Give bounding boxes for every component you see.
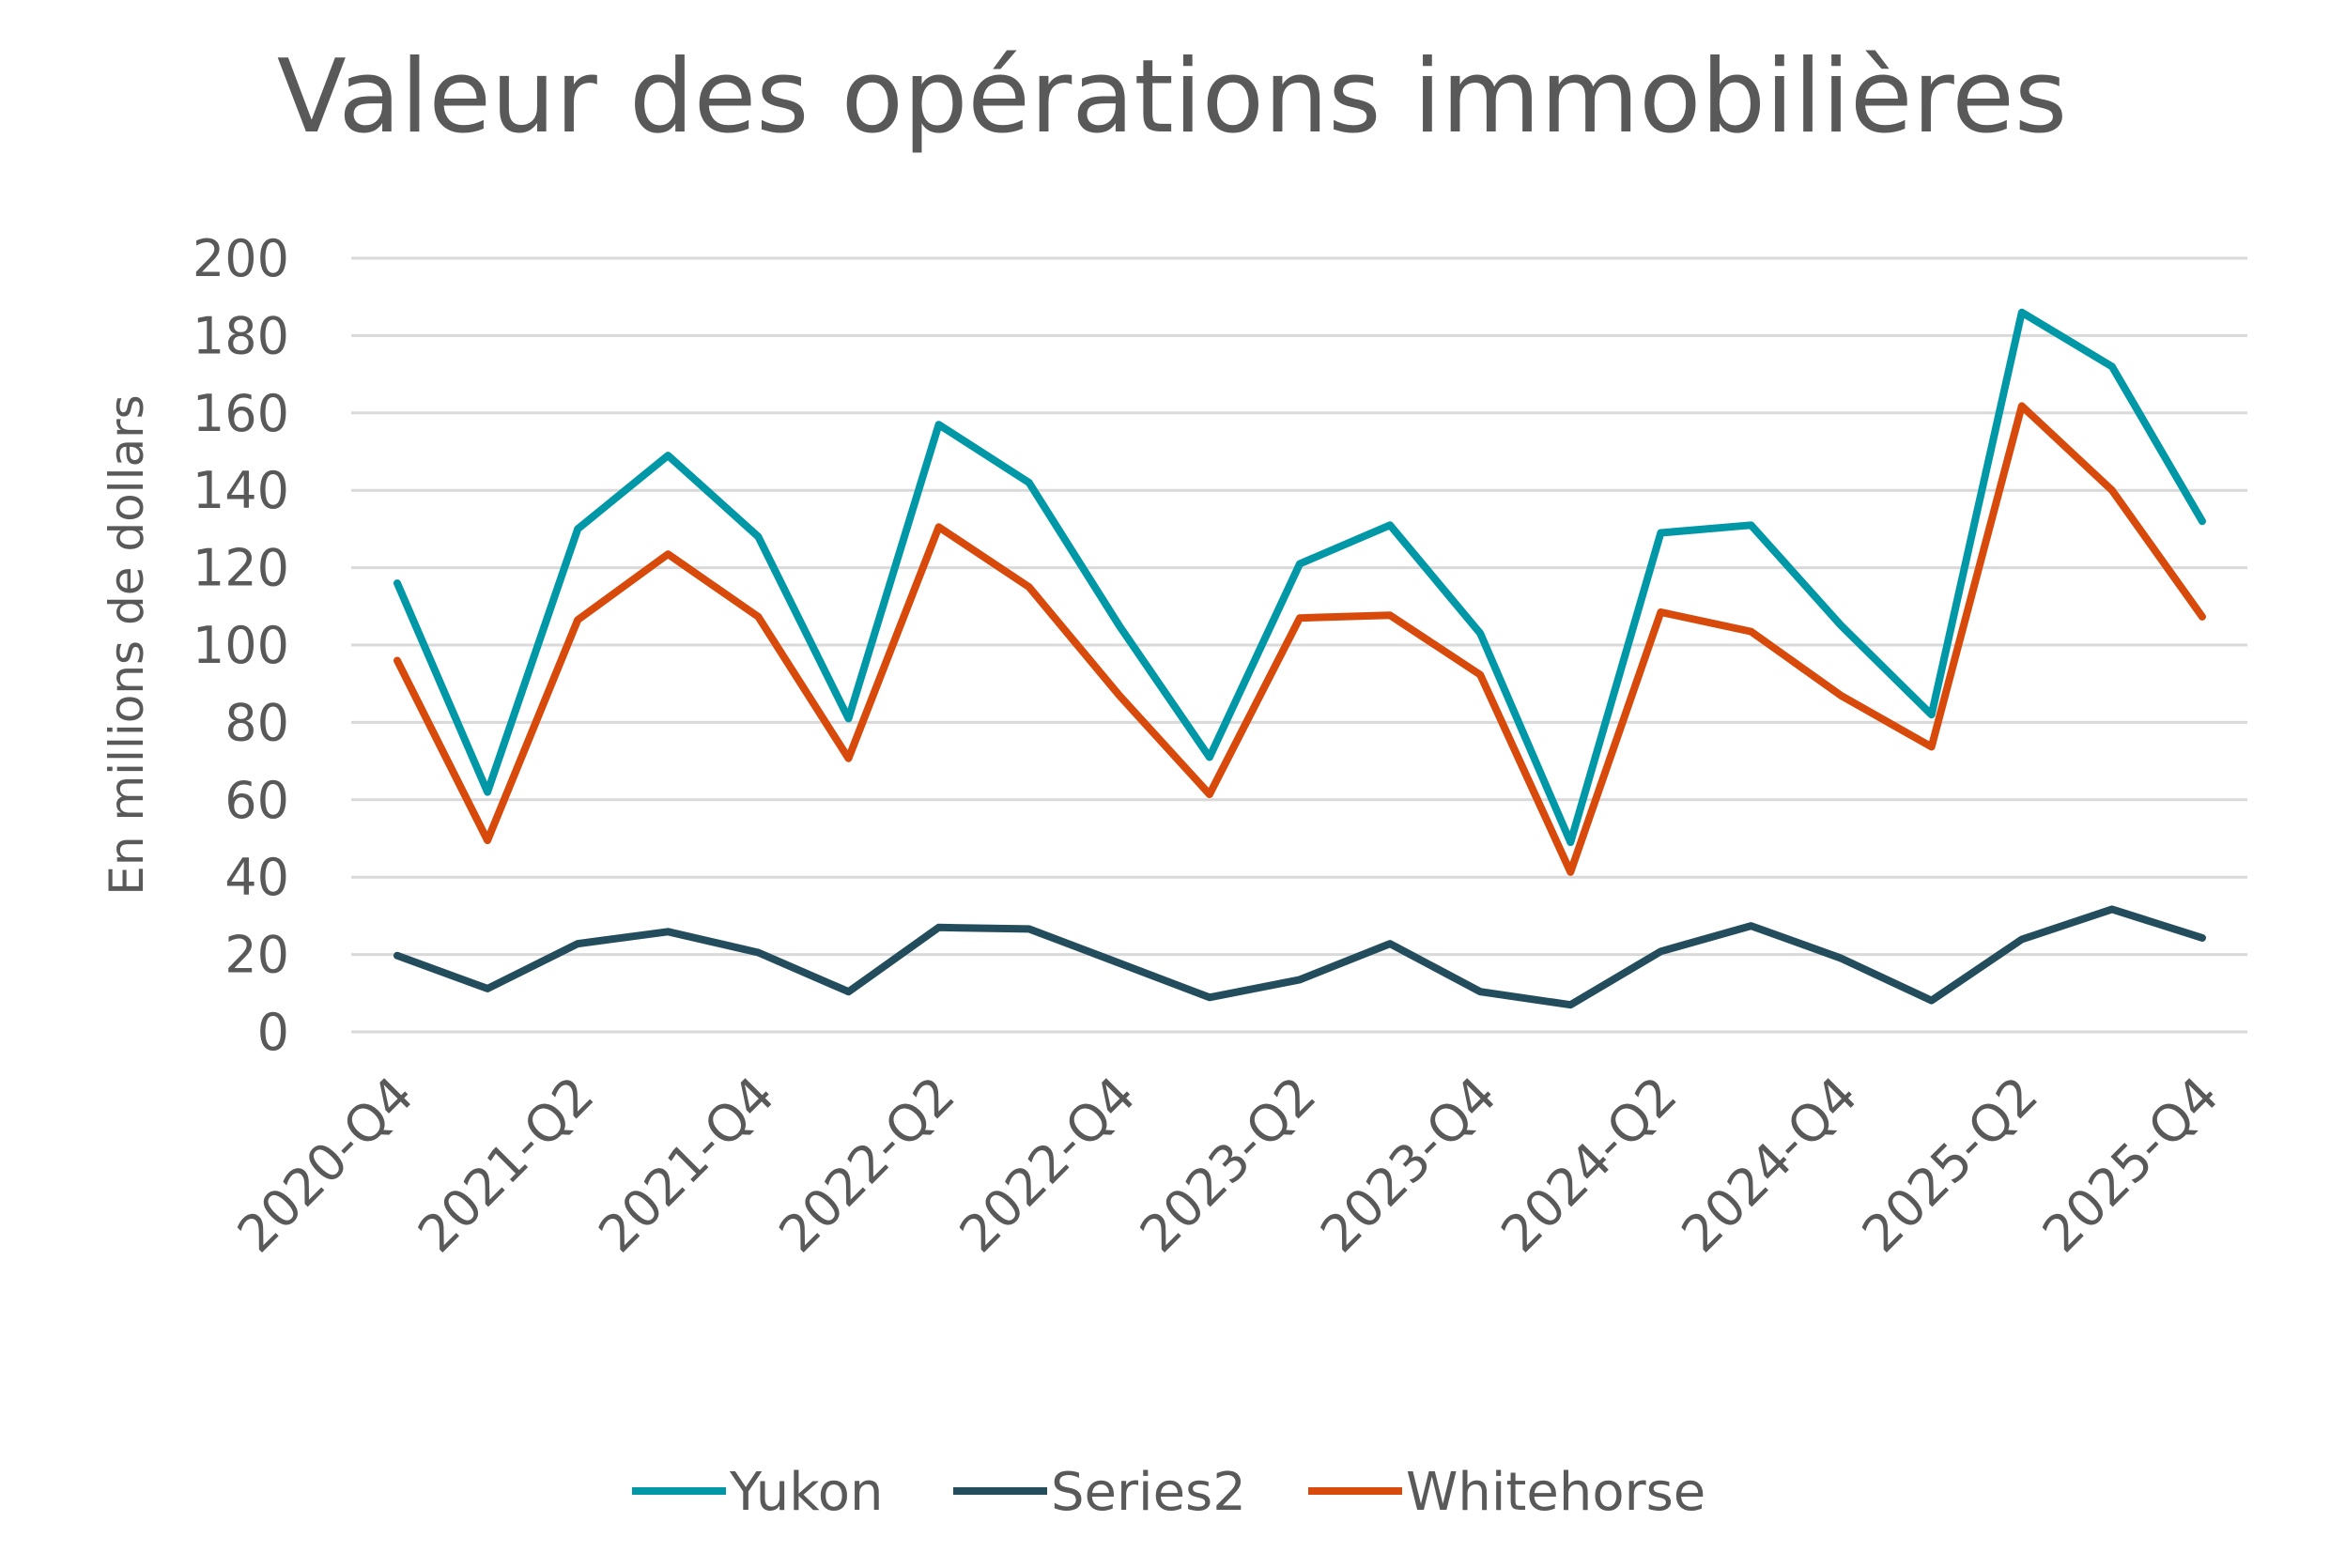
legend: Yukon Series2 Whitehorse (632, 1462, 1705, 1523)
y-tick-label: 140 (193, 461, 289, 520)
legend-label: Yukon (729, 1462, 883, 1523)
series-line-yukon (393, 308, 2206, 847)
series-line-whitehorse (393, 402, 2206, 876)
legend-label: Series2 (1051, 1462, 1246, 1523)
x-tick-label: 2025-Q4 (2031, 1066, 2230, 1264)
x-tick-label: 2022-Q2 (768, 1066, 966, 1264)
x-tick-label: 2022-Q4 (949, 1066, 1147, 1264)
y-tick-label: 120 (193, 539, 289, 598)
x-tick-label: 2021-Q2 (407, 1066, 605, 1264)
y-tick-label: 0 (257, 1003, 289, 1062)
chart-title: Valeur des opérations immobilières (277, 38, 2067, 156)
x-tick-label: 2020-Q4 (226, 1066, 424, 1264)
x-tick-label: 2024-Q2 (1489, 1066, 1688, 1264)
y-axis-ticks: 0 20 40 60 80 100 120 140 160 180 200 (193, 229, 289, 1062)
x-tick-label: 2023-Q4 (1309, 1066, 1507, 1264)
series-lines (393, 308, 2206, 1009)
x-tick-label: 2025-Q2 (1851, 1066, 2049, 1264)
legend-label: Whitehorse (1406, 1462, 1705, 1523)
y-tick-label: 60 (224, 771, 289, 830)
series-line-series2 (393, 905, 2206, 1009)
y-tick-label: 100 (193, 616, 289, 675)
y-tick-label: 80 (224, 693, 289, 752)
x-tick-label: 2021-Q4 (587, 1066, 785, 1264)
x-tick-label: 2023-Q2 (1129, 1066, 1327, 1264)
x-tick-label: 2024-Q4 (1671, 1066, 1869, 1264)
y-tick-label: 20 (224, 926, 289, 985)
y-tick-label: 40 (224, 848, 289, 907)
y-tick-label: 180 (193, 306, 289, 365)
y-axis-label: En millions de dollars (100, 394, 154, 895)
gridlines (351, 256, 2247, 1034)
y-tick-label: 200 (193, 229, 289, 288)
x-axis-ticks: 2020-Q42021-Q22021-Q42022-Q22022-Q42023-… (226, 1066, 2230, 1264)
y-tick-label: 160 (193, 384, 289, 443)
